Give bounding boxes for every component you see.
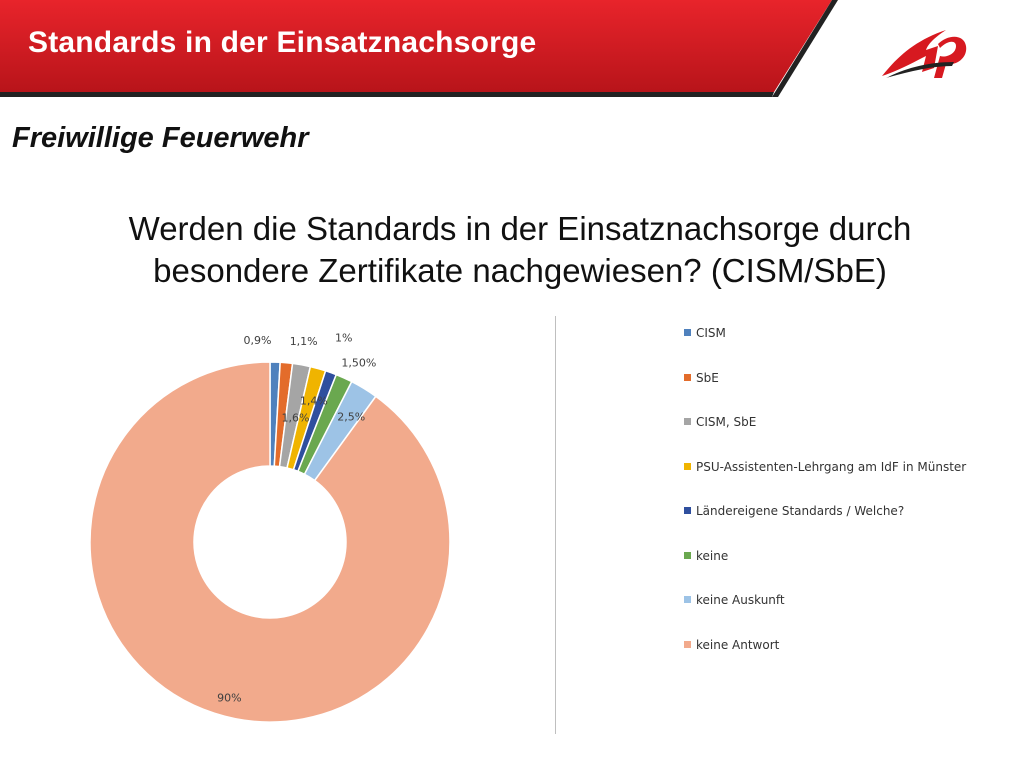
legend-label: keine <box>696 548 729 563</box>
legend-label: Ländereigene Standards / Welche? <box>696 504 905 518</box>
chart-legend: CISM SbE CISM, SbE PSU-Assistenten-Lehrgang… <box>684 322 1014 678</box>
data-label-cism: 0,9% <box>244 334 272 347</box>
legend-swatch <box>684 640 691 648</box>
slice-keine-antwort <box>89 361 451 723</box>
red-flame-logo-icon <box>882 30 967 78</box>
legend-swatch <box>684 507 691 514</box>
legend-swatch <box>684 551 691 559</box>
legend-label: CISM, SbE <box>696 415 757 429</box>
legend-swatch <box>684 329 691 336</box>
legend-item-sbe: SbE <box>684 367 1014 412</box>
legend-item-keine-auskunft: keine Auskunft <box>684 589 1014 634</box>
slide-subtitle: Freiwillige Feuerwehr <box>12 122 309 154</box>
legend-swatch <box>684 418 691 425</box>
legend-item-cism-sbe: CISM, SbE <box>684 411 1014 456</box>
question-line-1: Werden die Standards in der Einsatznachs… <box>128 210 912 247</box>
legend-label: keine Auskunft <box>696 593 785 607</box>
data-label-psu-assistenten-lehrgang-am-idf-in-muenster: 1,4% <box>300 395 328 408</box>
data-label-keine-auskunft: 2,5% <box>337 410 365 423</box>
legend-item-psu-assistenten-lehrgang-am-idf-in-muenster: PSU-Assistenten-Lehrgang am IdF in Münst… <box>684 456 1014 501</box>
legend-swatch <box>684 373 691 381</box>
data-label-keine-antwort: 90% <box>217 692 241 705</box>
donut-data-labels: 0,9% 1,1% 1,6% 1,4% 1% 1,50% 2,5% 90% <box>217 332 376 705</box>
data-label-laendereigene-standards-welche: 1% <box>335 332 352 345</box>
legend-swatch <box>684 596 691 603</box>
question-line-2: besondere Zertifikate nachgewiesen? (CIS… <box>153 252 887 289</box>
legend-item-laendereigene-standards-welche: Ländereigene Standards / Welche? <box>684 500 1014 545</box>
legend-item-keine: keine <box>684 545 1014 590</box>
data-label-cism-sbe: 1,6% <box>282 411 310 424</box>
legend-swatch <box>684 462 691 470</box>
data-label-sbe: 1,1% <box>290 335 318 348</box>
donut-chart: 0,9% 1,1% 1,6% 1,4% 1% 1,50% 2,5% 90% <box>89 332 451 723</box>
donut-slices <box>89 361 451 723</box>
legend-item-keine-antwort: keine Antwort <box>684 634 1014 679</box>
legend-label: CISM <box>696 326 726 340</box>
legend-label: SbE <box>696 370 719 385</box>
slide-title: Standards in der Einsatznachsorge <box>28 26 537 59</box>
survey-question: Werden die Standards in der Einsatznachs… <box>80 208 960 292</box>
legend-label: keine Antwort <box>696 637 780 652</box>
data-label-keine: 1,50% <box>341 357 376 370</box>
chart-divider <box>555 316 556 734</box>
legend-label: PSU-Assistenten-Lehrgang am IdF in Münst… <box>696 459 967 474</box>
header-band <box>0 0 838 97</box>
legend-item-cism: CISM <box>684 322 1014 367</box>
